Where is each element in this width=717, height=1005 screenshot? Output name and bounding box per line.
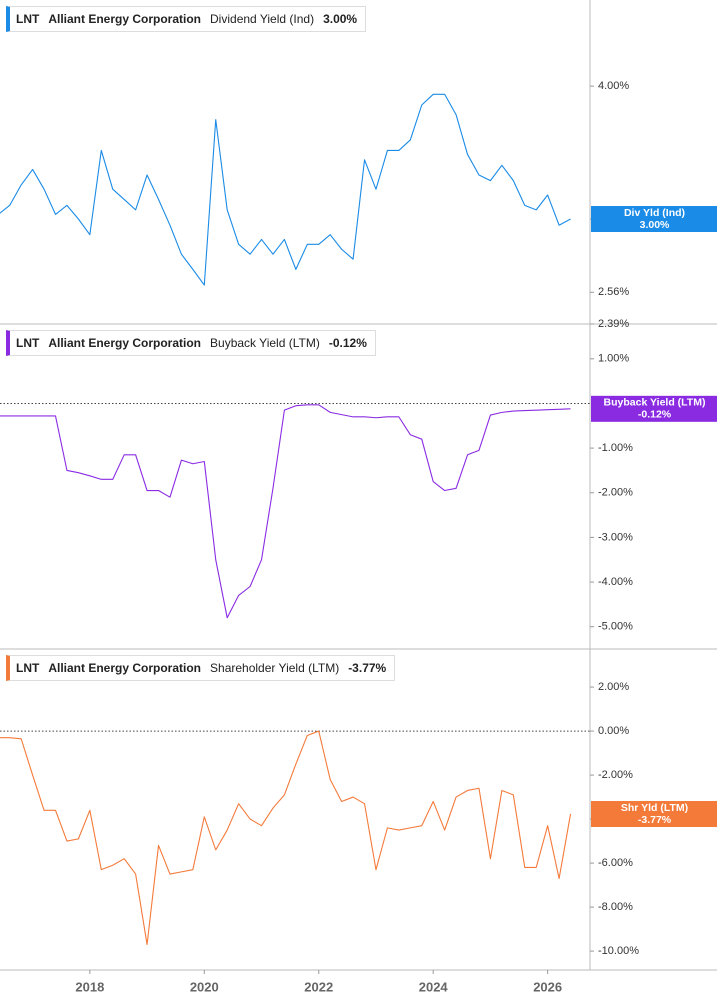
y-tick-label: -3.00% (598, 531, 633, 543)
legend-entry: Shareholder Yield (LTM) (210, 661, 340, 675)
series-line (0, 93, 571, 286)
marker-label: Shr Yld (LTM) (621, 802, 688, 814)
latest-value: -0.12% (328, 336, 367, 350)
legend-entry: Dividend Yield (Ind) (210, 12, 315, 26)
y-tick-label: -10.00% (598, 945, 639, 957)
ticker: LNT (16, 661, 40, 675)
series-header: LNT Alliant Energy Corporation Buyback Yie… (6, 330, 376, 356)
y-tick-label: 2.39% (598, 318, 629, 330)
marker-value: 3.00% (640, 219, 670, 231)
company-name: Alliant Energy Corporation (48, 661, 202, 675)
y-tick-label: 2.00% (598, 681, 629, 693)
y-tick-label: -8.00% (598, 901, 633, 913)
y-tick-label: -1.00% (598, 442, 633, 454)
marker-value: -0.12% (638, 409, 672, 421)
y-tick-label: -2.00% (598, 487, 633, 499)
y-tick-label: 2.56% (598, 286, 629, 298)
y-tick-label: -2.00% (598, 769, 633, 781)
last-value-marker (591, 206, 717, 233)
latest-value: -3.77% (348, 661, 387, 675)
company-name: Alliant Energy Corporation (48, 336, 202, 350)
x-tick-label: 2022 (304, 979, 333, 994)
y-tick-label: 4.00% (598, 80, 629, 92)
marker-label: Buyback Yield (LTM) (604, 397, 706, 409)
latest-value: 3.00% (323, 12, 358, 26)
x-tick-label: 2026 (533, 979, 562, 994)
x-tick-label: 2020 (190, 979, 219, 994)
last-value-marker (591, 801, 717, 828)
marker-value: -3.77% (638, 814, 672, 826)
legend-entry: Buyback Yield (LTM) (210, 336, 320, 350)
y-tick-label: 0.00% (598, 725, 629, 737)
x-tick-label: 2024 (419, 979, 449, 994)
last-value-marker (591, 395, 717, 422)
marker-label: Div Yld (Ind) (624, 207, 685, 219)
series-header: LNT Alliant Energy Corporation Shareholder… (6, 655, 396, 681)
x-tick-label: 2018 (75, 979, 104, 994)
y-tick-label: -5.00% (598, 621, 633, 633)
series-header: LNT Alliant Energy Corporation Dividend Yi… (6, 6, 367, 32)
y-tick-label: -6.00% (598, 857, 633, 869)
y-tick-label: -4.00% (598, 576, 633, 588)
y-tick-label: 1.00% (598, 353, 629, 365)
series-line (0, 730, 572, 946)
ticker: LNT (16, 12, 40, 26)
company-name: Alliant Energy Corporation (48, 12, 202, 26)
series-line (0, 404, 571, 619)
ticker: LNT (16, 336, 40, 350)
